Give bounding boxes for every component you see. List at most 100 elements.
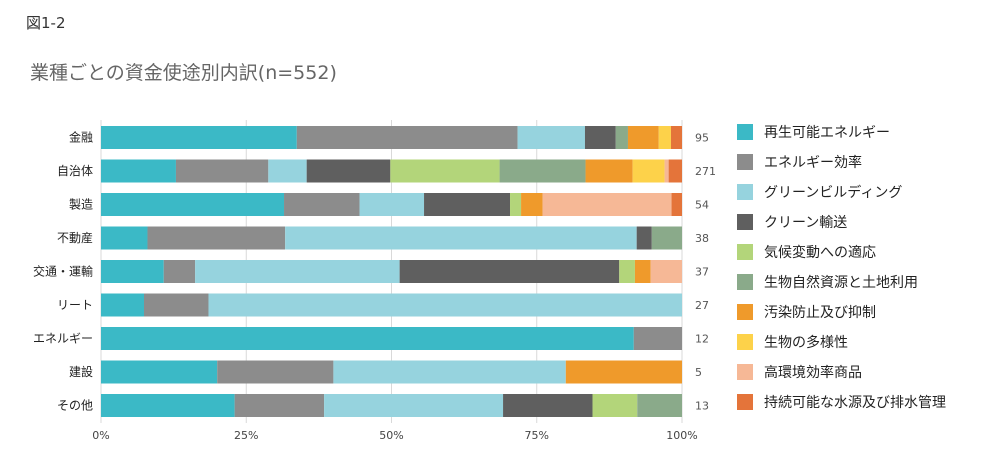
legend-swatch <box>737 124 753 140</box>
bar-segment <box>517 126 585 149</box>
bar-segment <box>634 260 651 283</box>
category-label: 交通・運輸 <box>33 264 93 279</box>
legend-swatch <box>737 184 753 200</box>
bar-segment <box>324 394 504 417</box>
count-label: 13 <box>695 400 709 413</box>
legend-swatch <box>737 154 753 170</box>
bar-segment <box>510 193 522 216</box>
bar-segment <box>633 327 682 350</box>
bar-segment <box>268 159 307 183</box>
bar-segment <box>285 226 637 250</box>
bar-segment <box>424 193 511 216</box>
figure-label: 図1-2 <box>26 14 66 32</box>
legend-label: 生物の多様性 <box>764 334 848 351</box>
bar-segment <box>636 226 652 250</box>
bar-segment <box>503 394 593 417</box>
count-label: 95 <box>695 132 709 145</box>
x-tick-label: 50% <box>379 429 403 442</box>
x-tick-label: 75% <box>525 429 549 442</box>
bar-segment <box>668 159 682 183</box>
legend-swatch <box>737 334 753 350</box>
category-label: 建設 <box>69 364 93 379</box>
bar-segment <box>208 293 683 317</box>
bar-segment <box>542 193 672 216</box>
bar-segment <box>101 260 164 283</box>
count-label: 54 <box>695 199 709 212</box>
bar-segment <box>175 159 269 183</box>
bar-segment <box>333 360 566 384</box>
x-tick-label: 100% <box>666 429 697 442</box>
chart-title: 業種ごとの資金使途別内訳(n=552) <box>30 62 337 84</box>
bar-segment <box>670 126 682 149</box>
bar-segment <box>619 260 635 283</box>
count-label: 5 <box>695 366 702 379</box>
x-tick-label: 0% <box>92 429 109 442</box>
bar-segment <box>296 126 518 149</box>
bar-segment <box>101 226 148 250</box>
legend-swatch <box>737 394 753 410</box>
category-label: その他 <box>57 399 93 413</box>
legend-label: 生物自然資源と土地利用 <box>764 274 918 291</box>
bar-segment <box>664 159 669 183</box>
category-label: 金融 <box>69 130 93 145</box>
category-label: 不動産 <box>57 230 93 245</box>
legend: 再生可能エネルギーエネルギー効率グリーンビルディングクリーン輸送気候変動への適応… <box>737 124 946 411</box>
bar-segment <box>147 226 286 250</box>
bar-segment <box>101 159 176 183</box>
legend-label: 持続可能な水源及び排水管理 <box>764 394 946 411</box>
category-label: エネルギー <box>33 332 93 346</box>
bar-segment <box>658 126 671 149</box>
count-label: 271 <box>695 165 716 178</box>
category-label: リート <box>57 298 93 312</box>
bar-segment <box>565 360 682 384</box>
legend-swatch <box>737 304 753 320</box>
bar-segment <box>592 394 638 417</box>
x-tick-label: 25% <box>234 429 258 442</box>
legend-label: 再生可能エネルギー <box>764 125 890 141</box>
legend-label: クリーン輸送 <box>764 215 847 231</box>
bar-segment <box>101 327 634 350</box>
legend-label: 気候変動への適応 <box>764 244 876 261</box>
legend-label: 高環境効率商品 <box>764 364 862 381</box>
bar-segment <box>101 293 144 317</box>
bar-segment <box>101 394 235 417</box>
category-label: 製造 <box>69 198 93 212</box>
bar-segment <box>195 260 400 283</box>
bar-segment <box>234 394 325 417</box>
bar-segment <box>143 293 209 317</box>
bar-segment <box>651 226 682 250</box>
bar-segment <box>499 159 586 183</box>
bar-segment <box>101 126 297 149</box>
bar-segment <box>306 159 391 183</box>
legend-swatch <box>737 214 753 230</box>
bar-segment <box>390 159 500 183</box>
bars-layer <box>101 126 683 417</box>
bar-segment <box>217 360 334 384</box>
count-label: 27 <box>695 299 709 312</box>
bar-segment <box>650 260 682 283</box>
legend-label: エネルギー効率 <box>764 154 862 171</box>
count-label: 37 <box>695 266 709 279</box>
count-labels: 95 271 54 38 37 27 12 5 13 <box>695 132 716 413</box>
bar-segment <box>637 394 682 417</box>
bar-segment <box>163 260 196 283</box>
bar-segment <box>284 193 360 216</box>
x-axis-ticks: 0% 25% 50% 75% 100% <box>92 429 697 442</box>
bar-segment <box>615 126 628 149</box>
legend-swatch <box>737 274 753 290</box>
bar-segment <box>359 193 425 216</box>
bar-segment <box>671 193 682 216</box>
legend-swatch <box>737 364 753 380</box>
legend-label: グリーンビルディング <box>764 184 902 201</box>
category-label: 自治体 <box>57 164 93 178</box>
bar-segment <box>584 126 616 149</box>
bar-segment <box>101 360 218 384</box>
bar-segment <box>585 159 633 183</box>
bar-segment <box>521 193 543 216</box>
bar-segment <box>632 159 665 183</box>
bar-segment <box>399 260 620 283</box>
legend-label: 汚染防止及び抑制 <box>764 305 876 321</box>
count-label: 12 <box>695 333 709 346</box>
